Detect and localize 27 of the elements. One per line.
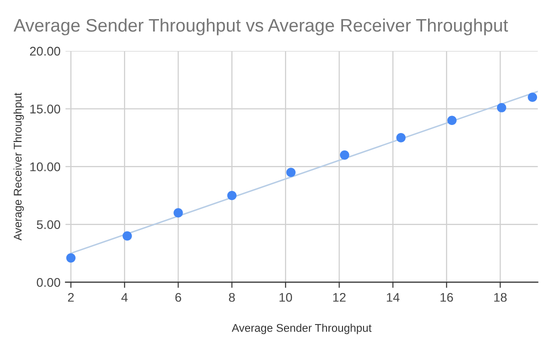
y-tick-label: 15.00	[30, 104, 60, 114]
x-tick-label: 18	[494, 292, 507, 302]
x-tick-label: 4	[121, 293, 128, 302]
point	[496, 102, 506, 112]
x-tick-label: 8	[228, 292, 235, 302]
x-tick-label: 6	[175, 292, 182, 302]
point	[286, 168, 296, 178]
point	[66, 253, 76, 263]
x-axis-title: Average Sender Throughput	[232, 324, 372, 334]
x-tick-label: 2	[68, 292, 74, 302]
y-axis-title: Average Receiver Throughput	[13, 92, 24, 240]
point	[122, 231, 132, 241]
point	[174, 208, 183, 218]
point	[396, 133, 406, 142]
x-tick-label: 14	[386, 293, 400, 302]
x-tick-label: 12	[333, 292, 346, 302]
point	[447, 116, 457, 126]
y-tick-label: 5.00	[36, 220, 60, 230]
y-tick-label: 10.00	[30, 162, 60, 172]
chart-title: Average Sender Throughput vs Average Receiver Throughput	[14, 18, 508, 36]
y-tick-label: 20.00	[30, 46, 60, 56]
x-tick-label: 10	[280, 292, 292, 302]
x-tick-label: 16	[440, 292, 453, 302]
y-tick-label: 0.00	[36, 278, 60, 287]
point	[528, 92, 538, 102]
point	[227, 190, 237, 200]
point	[340, 150, 350, 160]
